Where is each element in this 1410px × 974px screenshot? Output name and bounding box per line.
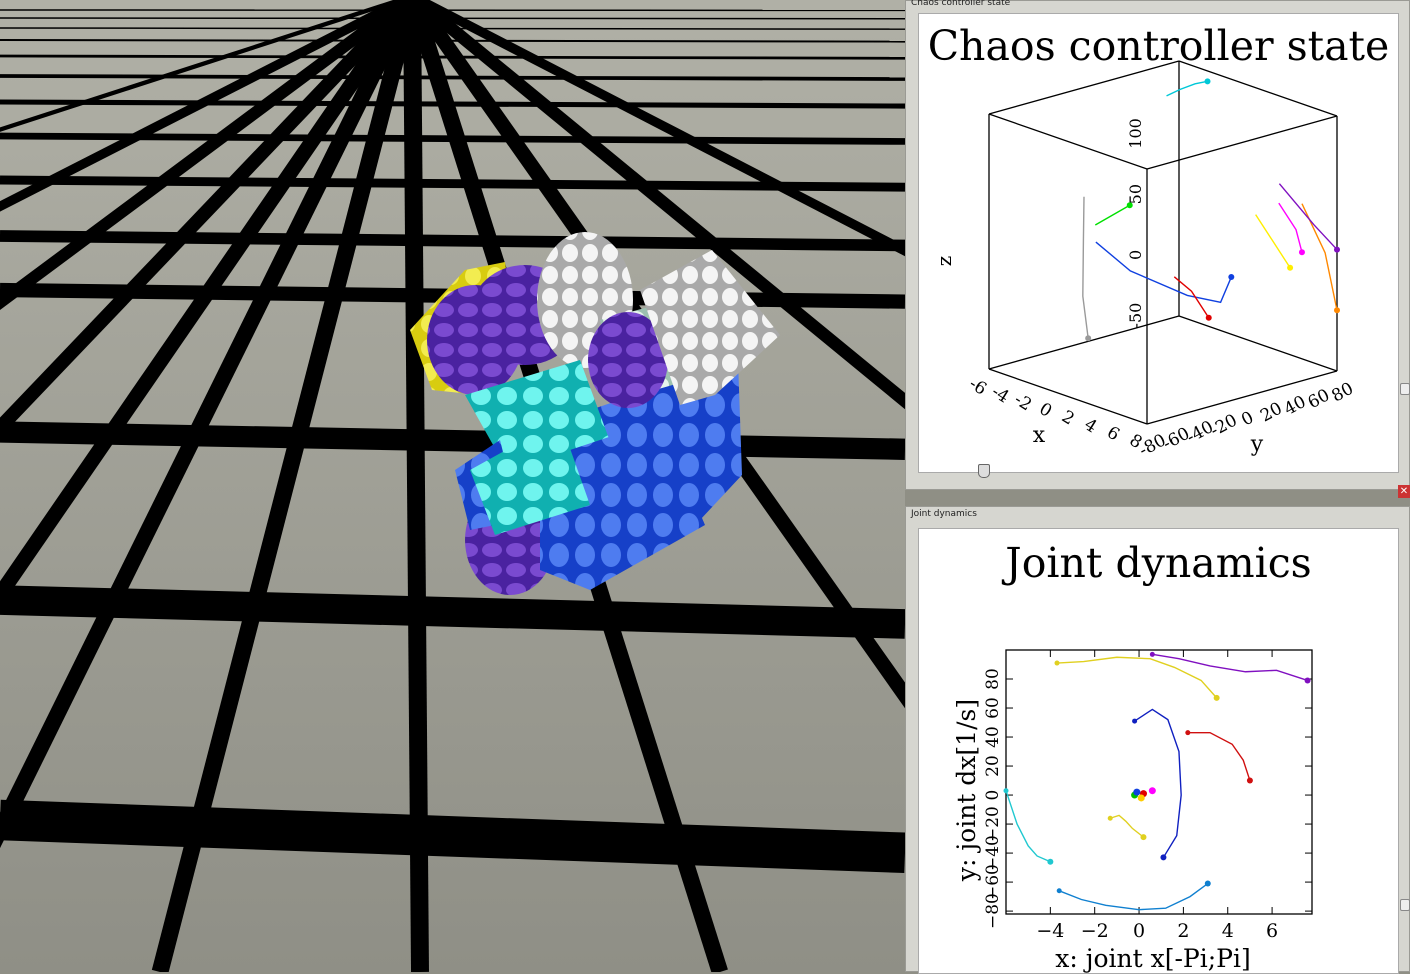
x-tick-label: 6 — [1266, 920, 1278, 942]
trajectory-line — [1256, 215, 1290, 268]
y-tick-label: 60 — [983, 697, 1003, 719]
x-axis-label: x — [1033, 423, 1046, 448]
trajectory-start-marker — [1185, 730, 1190, 735]
y-tick-label: 0 — [983, 790, 1003, 801]
trajectory-start-marker — [1108, 816, 1113, 821]
trajectory-start-marker — [1004, 788, 1009, 793]
x-tick-label: 4 — [1222, 920, 1234, 942]
cluster-marker — [1138, 794, 1145, 801]
cluster-marker — [1133, 789, 1140, 796]
trajectory-line — [1083, 197, 1088, 338]
z-tick-label: 100 — [1126, 118, 1145, 149]
chaos-slider-handle[interactable] — [978, 464, 990, 478]
cluster-marker — [1149, 787, 1156, 794]
trajectory-line — [1096, 242, 1231, 302]
trajectory-line — [1057, 657, 1217, 698]
trajectory-end-marker — [1160, 854, 1166, 860]
trajectory-line — [1302, 204, 1337, 311]
y-axis-label: y — [1250, 432, 1264, 457]
box-edge — [1147, 116, 1337, 169]
x-tick-label: 2 — [1177, 920, 1189, 942]
trajectory-marker — [1334, 247, 1340, 253]
x-tick-label: −2 — [1081, 920, 1109, 942]
floor-line — [0, 18, 905, 19]
box-edge — [1179, 316, 1337, 371]
y-tick-label: 20 — [983, 755, 1003, 777]
trajectory-marker — [1299, 249, 1305, 255]
3d-viewport[interactable] — [0, 0, 905, 972]
trajectory-marker — [1127, 202, 1133, 208]
trajectory-start-marker — [1150, 652, 1155, 657]
trajectory-start-marker — [1055, 661, 1060, 666]
joint-resize-handle[interactable] — [1400, 899, 1410, 911]
x-tick-label: 2 — [1058, 407, 1078, 430]
trajectory-line — [1167, 81, 1208, 95]
z-tick-label: -50 — [1126, 303, 1145, 329]
trajectory-line — [1188, 733, 1250, 781]
chaos-controller-window[interactable]: Chaos controller state Chaos controller … — [905, 0, 1410, 490]
x-tick-label: −4 — [1036, 920, 1064, 942]
close-icon[interactable]: ✕ — [1398, 485, 1410, 498]
y-tick-label: 80 — [983, 668, 1003, 690]
z-tick-label: 50 — [1126, 184, 1145, 204]
x-tick-label: -4 — [988, 382, 1013, 408]
x-tick-label: 0 — [1035, 399, 1055, 422]
y-tick-label: 0 — [1238, 408, 1257, 431]
plot-frame — [1006, 650, 1312, 914]
x-axis-label: x: joint x[-Pi;Pi] — [1055, 944, 1250, 973]
y-tick-label: −20 — [983, 806, 1003, 842]
chaos-window-title: Chaos controller state — [911, 0, 1010, 8]
x-tick-label: -2 — [1010, 390, 1035, 416]
trajectory-line — [1279, 203, 1302, 252]
trajectory-end-marker — [1214, 695, 1220, 701]
trajectory-marker — [1334, 307, 1340, 313]
trajectory-line — [1006, 791, 1050, 862]
trajectory-marker — [1205, 78, 1211, 84]
y-tick-label: 40 — [983, 726, 1003, 748]
trajectory-marker — [1085, 335, 1091, 341]
trajectory-line — [1095, 205, 1129, 225]
trajectory-end-marker — [1305, 677, 1311, 683]
trajectory-marker — [1228, 274, 1234, 280]
trajectory-marker — [1287, 265, 1293, 271]
trajectory-end-marker — [1047, 859, 1053, 865]
box-edge — [1179, 61, 1337, 116]
x-tick-label: 6 — [1103, 423, 1123, 446]
trajectory-start-marker — [1132, 719, 1137, 724]
box-edge — [989, 316, 1179, 369]
y-axis-label: y: joint dx[1/s] — [952, 699, 981, 882]
trajectory-end-marker — [1247, 778, 1253, 784]
x-tick-label: -6 — [965, 374, 990, 400]
trajectory-end-marker — [1205, 881, 1211, 887]
trajectory-line — [1110, 815, 1143, 837]
box-edge — [989, 61, 1179, 114]
trajectory-end-marker — [1140, 834, 1146, 840]
box-edge — [989, 114, 1147, 169]
joint-window-title: Joint dynamics — [911, 509, 977, 519]
x-tick-label: 4 — [1081, 415, 1101, 438]
x-tick-label: 0 — [1133, 920, 1145, 942]
z-tick-label: 0 — [1126, 250, 1145, 260]
z-axis-label: z — [932, 256, 956, 267]
trajectory-marker — [1206, 315, 1212, 321]
trajectory-start-marker — [1057, 888, 1062, 893]
chaos-resize-handle[interactable] — [1400, 383, 1410, 395]
trajectory-line — [1059, 884, 1208, 910]
